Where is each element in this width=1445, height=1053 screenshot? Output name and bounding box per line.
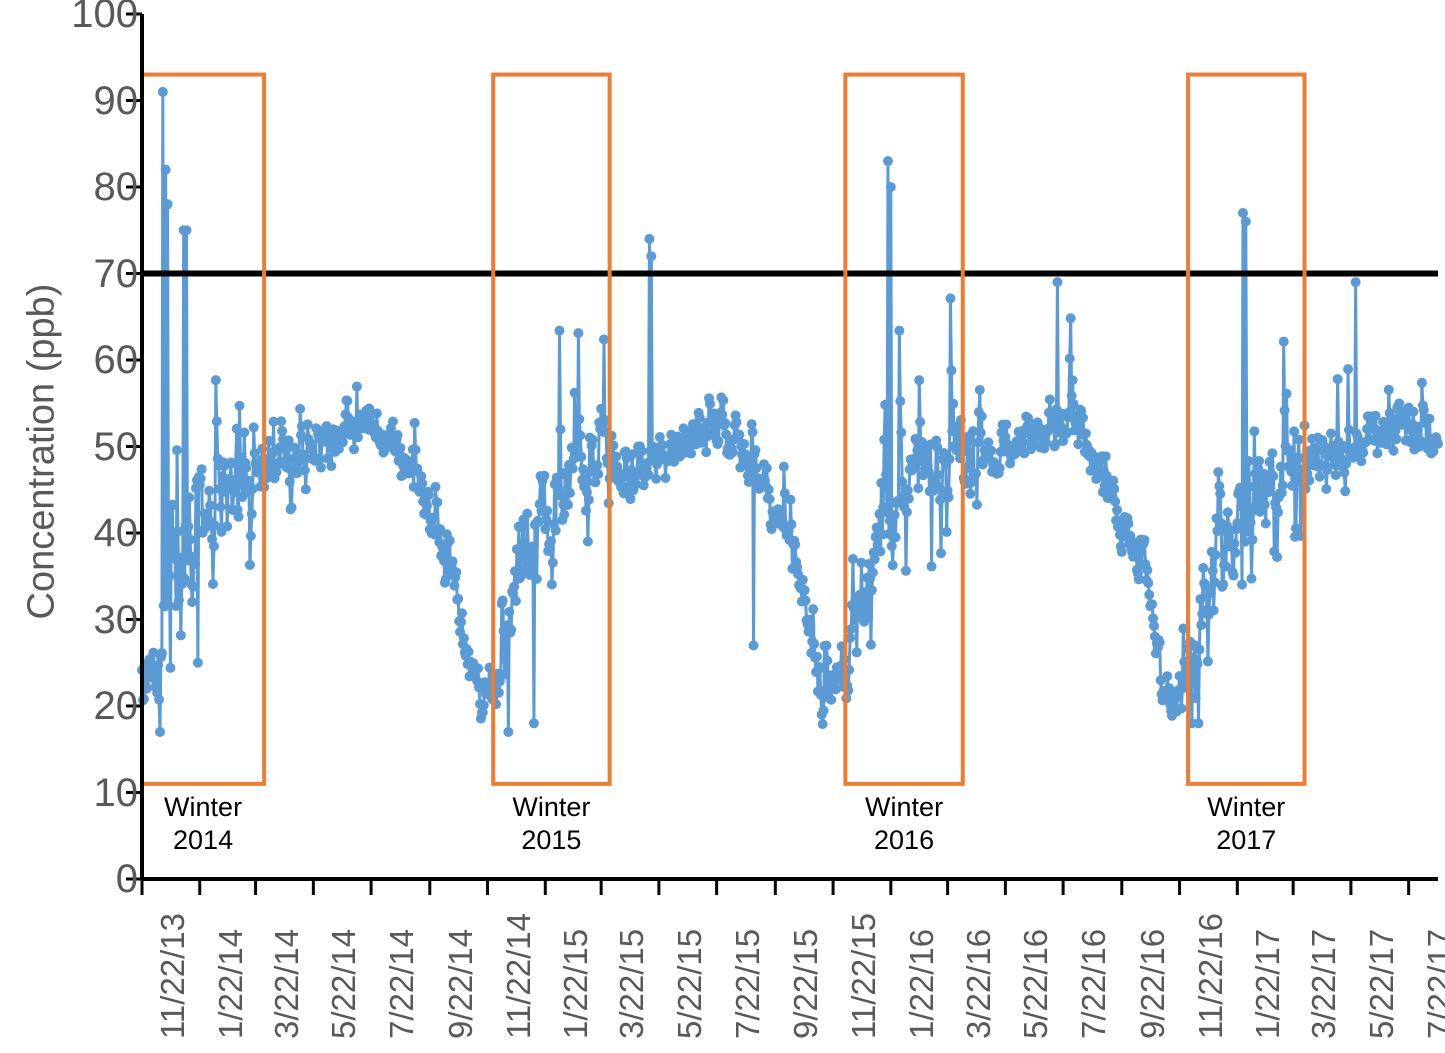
axis-lines-and-ticks <box>126 12 1438 895</box>
y-tick-70: 70 <box>93 251 139 296</box>
x-tick-7-22-14: 7/22/14 <box>383 928 421 1039</box>
winter-2014-label: Winter 2014 <box>102 791 304 857</box>
y-tick-30: 30 <box>93 597 139 642</box>
x-tick-3-22-17: 3/22/17 <box>1305 928 1343 1039</box>
x-tick-9-22-14: 9/22/14 <box>441 928 479 1039</box>
x-tick-3-22-16: 3/22/16 <box>959 928 997 1039</box>
winter-2016-label: Winter 2016 <box>805 791 1002 857</box>
winter-2017-label: Winter 2017 <box>1148 791 1344 857</box>
x-tick-7-22-17: 7/22/17 <box>1420 928 1445 1039</box>
x-tick-11-22-13: 11/22/13 <box>154 912 191 1039</box>
x-tick-5-22-15: 5/22/15 <box>670 928 708 1039</box>
x-tick-5-22-17: 5/22/17 <box>1362 928 1400 1039</box>
x-tick-11-22-15: 11/22/15 <box>845 912 883 1039</box>
winter-label-line2: 2016 <box>874 824 935 855</box>
winter-label-line1: Winter <box>512 791 591 822</box>
x-tick-1-22-17: 1/22/17 <box>1249 928 1287 1039</box>
winter-2015-label: Winter 2015 <box>453 791 649 857</box>
y-tick-90: 90 <box>93 78 139 123</box>
y-axis-tick-labels: 0 10 20 30 40 50 60 70 80 90 100 <box>28 0 138 900</box>
winter-label-line1: Winter <box>1207 791 1286 822</box>
x-tick-9-22-15: 9/22/15 <box>787 928 825 1039</box>
x-tick-9-22-16: 9/22/16 <box>1133 928 1171 1039</box>
y-tick-60: 60 <box>93 338 139 382</box>
x-tick-7-22-16: 7/22/16 <box>1075 928 1113 1039</box>
winter-2016-box <box>843 72 965 786</box>
y-tick-50: 50 <box>93 424 139 469</box>
y-tick-0: 0 <box>115 857 138 901</box>
winter-label-line2: 2017 <box>1216 824 1277 855</box>
x-tick-3-22-15: 3/22/15 <box>613 928 651 1039</box>
x-tick-7-22-15: 7/22/15 <box>728 928 766 1039</box>
y-tick-80: 80 <box>93 165 139 209</box>
x-tick-1-22-16: 1/22/16 <box>902 928 940 1039</box>
x-tick-5-22-16: 5/22/16 <box>1017 928 1055 1039</box>
data-series-ozone <box>137 86 1443 737</box>
x-tick-1-22-14: 1/22/14 <box>211 928 249 1039</box>
x-tick-3-22-14: 3/22/14 <box>267 928 305 1039</box>
x-tick-1-22-15: 1/22/15 <box>557 928 595 1039</box>
y-tick-40: 40 <box>93 511 139 555</box>
x-tick-5-22-14: 5/22/14 <box>325 928 363 1039</box>
winter-label-line1: Winter <box>865 791 944 822</box>
winter-label-line2: 2014 <box>173 824 234 855</box>
winter-2015-box <box>491 72 612 786</box>
y-tick-20: 20 <box>93 684 139 728</box>
winter-2017-box <box>1186 72 1307 786</box>
y-tick-10: 10 <box>93 770 139 815</box>
winter-label-line1: Winter <box>164 791 243 822</box>
x-tick-11-22-14: 11/22/14 <box>499 912 537 1039</box>
winter-label-line2: 2015 <box>521 824 582 855</box>
y-tick-100: 100 <box>71 0 138 36</box>
x-tick-11-22-16: 11/22/16 <box>1191 912 1229 1039</box>
